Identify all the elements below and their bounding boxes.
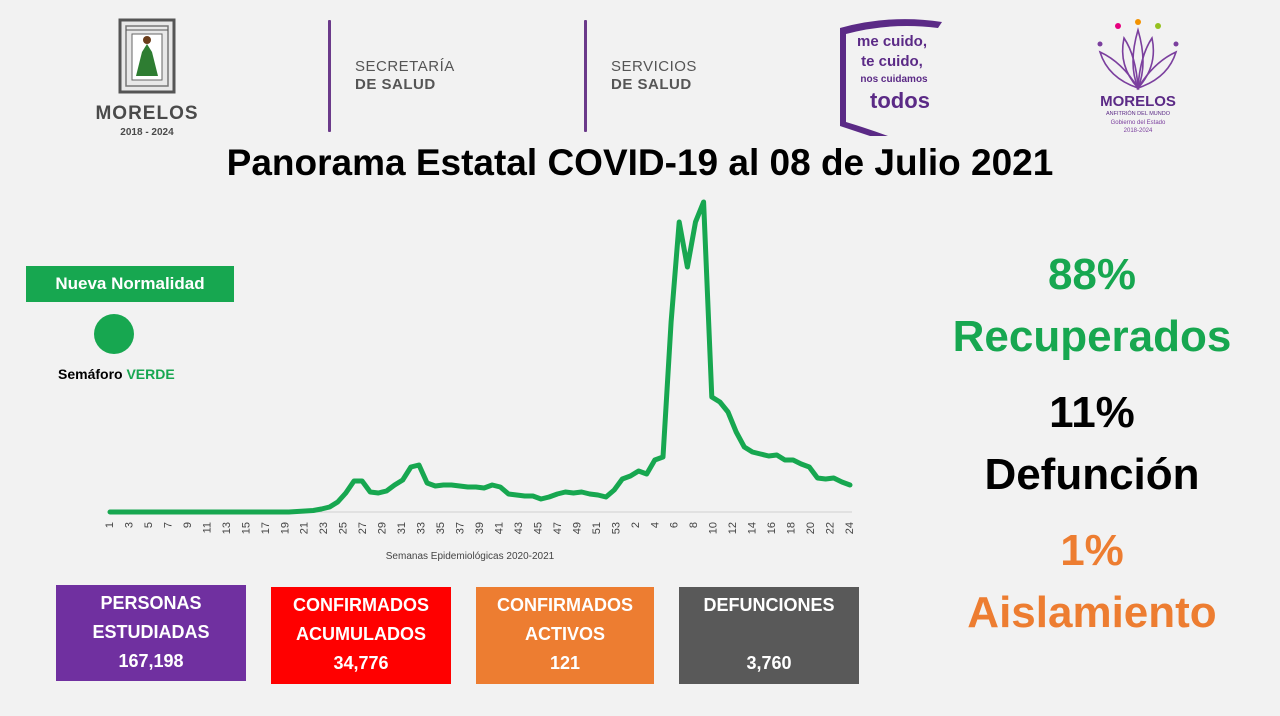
stat-label: CONFIRMADOS [293,595,429,615]
stat-label: CONFIRMADOS [497,595,633,615]
defunciones-box: DEFUNCIONES 3,760 [679,587,859,684]
x-tick-label: 18 [786,522,798,534]
stat-value: 3,760 [746,653,792,673]
personas-estudiadas-box: PERSONAS ESTUDIADAS 167,198 [56,585,246,681]
lotus-logo-years: 2018-2024 [1124,128,1153,134]
x-tick-label: 13 [221,522,233,534]
slogan-line2: te cuido, [861,53,923,70]
stat-value: 167,198 [118,651,184,671]
nueva-normalidad-badge: Nueva Normalidad [26,266,234,302]
x-tick-label: 5 [143,522,155,528]
lotus-logo-tag: ANFITRIÓN DEL MUNDO [1106,110,1171,117]
x-tick-label: 22 [825,522,837,534]
dept2-line2: DE SALUD [611,76,692,93]
lotus-logo-name: MORELOS [1100,93,1176,110]
x-tick-label: 10 [708,522,720,534]
x-tick-label: 29 [377,522,389,534]
isolation-percent: 1% [1060,526,1124,575]
x-tick-label: 24 [844,522,856,534]
x-tick-label: 1 [104,522,116,528]
x-tick-label: 31 [396,522,408,534]
slogan-line1: me cuido, [857,33,927,50]
x-tick-label: 19 [279,522,291,534]
x-tick-label: 16 [766,522,778,534]
semaforo-label: Semáforo VERDE [58,366,175,382]
stat-value: 34,776 [333,653,389,673]
isolation-label: Aislamiento [967,588,1217,637]
x-tick-label: 37 [455,522,467,534]
x-tick-label: 12 [727,522,739,534]
confirmed-cases-line [107,199,853,515]
x-tick-label: 3 [124,522,136,528]
recovered-label: Recuperados [952,312,1232,361]
morelos-logo: MORELOS 2018 - 2024 [92,18,202,138]
dept1-line1: SECRETARÍA [355,58,455,75]
x-tick-label: 11 [201,522,213,533]
stat-label: ACTIVOS [524,624,605,644]
x-tick-label: 21 [299,522,311,534]
page-title: Panorama Estatal COVID-19 al 08 de Julio… [226,142,1054,183]
x-tick-label: 25 [338,522,350,534]
semaforo-text: Semáforo [58,366,123,382]
stat-value: 121 [549,653,581,673]
coat-of-arms-icon [118,18,176,94]
confirmados-acumulados-box: CONFIRMADOS ACUMULADOS 34,776 [271,587,451,684]
dept1-line2: DE SALUD [355,76,436,93]
x-tick-label: 49 [571,522,583,534]
stat-label: PERSONAS [100,593,202,613]
x-tick-label: 20 [805,522,817,534]
dept2-line1: SERVICIOS [611,58,697,75]
x-axis-label: Semanas Epidemiológicas 2020-2021 [386,551,555,562]
x-tick-label: 6 [669,522,681,528]
x-tick-label: 41 [494,522,506,534]
lotus-logo: MORELOS ANFITRIÓN DEL MUNDO Gobierno del… [1097,19,1179,134]
header-divider [584,20,587,132]
traffic-light-icon [94,314,134,354]
x-tick-label: 47 [552,522,564,534]
deaths-percent: 11% [1049,388,1135,437]
x-tick-label: 2 [630,522,642,528]
lotus-logo-sub: Gobierno del Estado [1111,120,1166,126]
slogan-line3: nos cuidamos [860,74,928,85]
x-axis-ticks: 1 3 5 7 9 11 13 15 17 19 21 23 25 27 29 31 33 35 37 39 41 43 4… [104,522,856,534]
x-tick-label: 8 [688,522,700,528]
x-tick-label: 7 [162,522,174,528]
deaths-label: Defunción [984,450,1200,499]
servicios-salud-logo: SERVICIOS DE SALUD [611,58,697,94]
morelos-logo-years: 2018 - 2024 [120,127,174,138]
stat-label: DEFUNCIONES [703,595,835,615]
secretaria-salud-logo: SECRETARÍA DE SALUD [355,58,455,94]
x-tick-label: 9 [182,522,194,528]
confirmados-activos-box: CONFIRMADOS ACTIVOS 121 [476,587,654,684]
slogan-logo: me cuido, te cuido, nos cuidamos todos [840,19,942,136]
semaforo-state: VERDE [126,366,175,382]
x-tick-label: 39 [474,522,486,534]
x-tick-label: 14 [747,522,759,534]
x-tick-label: 51 [591,522,603,534]
x-tick-label: 43 [513,522,525,534]
header-divider [328,20,331,132]
morelos-logo-name: MORELOS [95,103,199,124]
covid-cases-chart: 1 3 5 7 9 11 13 15 17 19 21 23 25 27 29 31 33 35 37 39 41 43 4… [104,199,856,562]
stat-label: ESTUDIADAS [92,622,210,642]
x-tick-label: 17 [260,522,272,534]
recovered-percent: 88% [1047,250,1137,299]
stat-label: ACUMULADOS [296,624,426,644]
x-tick-label: 53 [610,522,622,534]
x-tick-label: 45 [532,522,544,534]
x-tick-label: 4 [649,522,661,528]
x-tick-label: 33 [416,522,428,534]
x-tick-label: 27 [357,522,369,534]
x-tick-label: 15 [240,522,252,534]
x-tick-label: 35 [435,522,447,534]
slogan-line4: todos [870,88,930,113]
x-tick-label: 23 [318,522,330,534]
